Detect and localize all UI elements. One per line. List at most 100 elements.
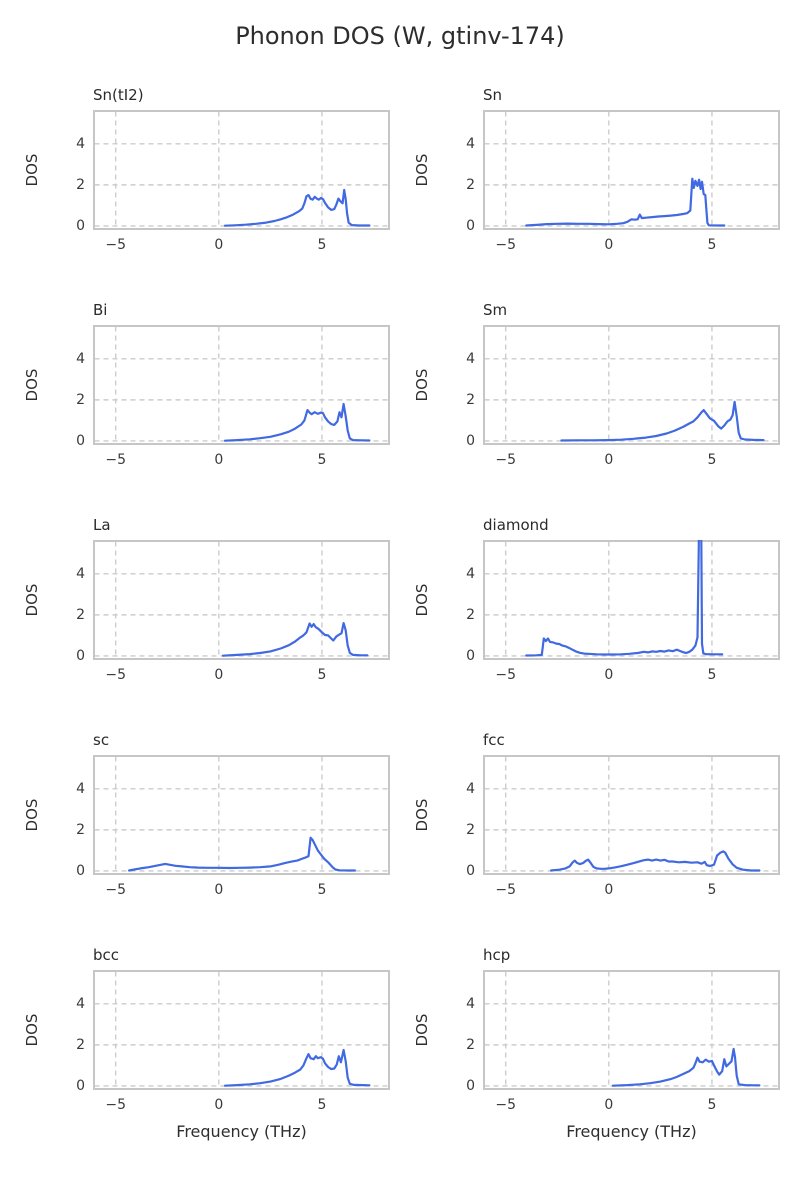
y-tick-label: 2 bbox=[76, 1036, 85, 1053]
x-tick-label: 5 bbox=[707, 1097, 717, 1113]
x-tick-label: 0 bbox=[214, 237, 224, 253]
plot-background bbox=[483, 325, 780, 445]
plot-canvas bbox=[93, 325, 390, 445]
plot-row: sc DOS 0 2 4 −5 0 5 fcc DOS 0 2 4 −5 0 5 bbox=[0, 731, 800, 903]
y-axis-label: DOS bbox=[408, 970, 436, 1090]
dos-curve bbox=[127, 836, 356, 872]
plot-border bbox=[483, 540, 780, 660]
subplot-title: bcc bbox=[93, 946, 120, 964]
y-axis-label-text: DOS bbox=[413, 583, 431, 617]
y-axis-label: DOS bbox=[408, 540, 436, 660]
subplot-title: Bi bbox=[93, 301, 108, 319]
y-axis-label: DOS bbox=[18, 540, 46, 660]
x-tick-label: 0 bbox=[604, 882, 614, 898]
x-tick-labels: −5 0 5 bbox=[93, 875, 390, 903]
y-tick-label: 0 bbox=[76, 432, 85, 449]
y-axis-label-text: DOS bbox=[413, 1013, 431, 1047]
y-tick-label: 0 bbox=[466, 862, 475, 879]
plot-canvas bbox=[483, 970, 780, 1090]
y-axis-label-text: DOS bbox=[23, 583, 41, 617]
plot-background bbox=[93, 325, 390, 445]
plot-border bbox=[93, 110, 390, 230]
y-axis-label: DOS bbox=[18, 755, 46, 875]
x-tick-label: 5 bbox=[707, 882, 717, 898]
plot-canvas bbox=[483, 540, 780, 660]
plot-border bbox=[483, 970, 780, 1090]
y-tick-label: 2 bbox=[76, 176, 85, 193]
subplot-body: DOS 0 2 4 bbox=[18, 110, 393, 234]
subplot-body: DOS 0 2 4 bbox=[408, 325, 783, 449]
y-tick-label: 4 bbox=[76, 350, 85, 367]
plot-border bbox=[483, 110, 780, 230]
y-tick-label: 2 bbox=[466, 391, 475, 408]
y-axis-label-text: DOS bbox=[413, 368, 431, 402]
x-tick-label: −5 bbox=[105, 667, 126, 683]
plot-border bbox=[93, 540, 390, 660]
x-tick-label: 0 bbox=[214, 1097, 224, 1113]
dos-curve bbox=[525, 540, 724, 657]
y-tick-labels: 0 2 4 bbox=[46, 540, 93, 664]
plot-canvas bbox=[93, 110, 390, 230]
plot-background bbox=[93, 540, 390, 660]
plot-border bbox=[93, 970, 390, 1090]
y-tick-labels: 0 2 4 bbox=[436, 970, 483, 1094]
subplot-sm: Sm DOS 0 2 4 −5 0 5 bbox=[408, 301, 783, 473]
dos-curve bbox=[223, 188, 371, 227]
x-tick-label: −5 bbox=[495, 667, 516, 683]
y-axis-label: DOS bbox=[408, 325, 436, 445]
plot-border bbox=[93, 325, 390, 445]
plot-row: La DOS 0 2 4 −5 0 5 diamond DOS 0 2 4 −5 0 5 bbox=[0, 516, 800, 688]
x-tick-labels: −5 0 5 bbox=[483, 660, 780, 688]
x-tick-labels: −5 0 5 bbox=[93, 1090, 390, 1118]
x-tick-label: −5 bbox=[495, 882, 516, 898]
plot-background bbox=[483, 755, 780, 875]
y-tick-label: 4 bbox=[466, 995, 475, 1012]
subplot-body: DOS 0 2 4 bbox=[18, 325, 393, 449]
x-tick-label: 5 bbox=[317, 667, 327, 683]
x-tick-label: 0 bbox=[214, 882, 224, 898]
plot-row: bcc DOS 0 2 4 −5 0 5 Frequency (THz) hcp DOS 0 2 4 −5 0… bbox=[0, 946, 800, 1141]
plot-background bbox=[483, 970, 780, 1090]
x-tick-label: 5 bbox=[317, 1097, 327, 1113]
dos-curve bbox=[560, 400, 765, 442]
x-tick-label: 5 bbox=[707, 452, 717, 468]
dos-curve bbox=[525, 177, 726, 227]
y-axis-label: DOS bbox=[18, 110, 46, 230]
y-tick-labels: 0 2 4 bbox=[436, 110, 483, 234]
y-tick-label: 2 bbox=[76, 821, 85, 838]
plot-border bbox=[483, 325, 780, 445]
x-tick-label: −5 bbox=[495, 1097, 516, 1113]
x-tick-label: 5 bbox=[707, 667, 717, 683]
y-axis-label-text: DOS bbox=[23, 153, 41, 187]
y-tick-label: 4 bbox=[466, 565, 475, 582]
x-tick-label: −5 bbox=[495, 237, 516, 253]
subplot-title: Sn bbox=[483, 86, 503, 104]
x-tick-label: −5 bbox=[495, 452, 516, 468]
x-tick-labels: −5 0 5 bbox=[483, 875, 780, 903]
subplot-title: hcp bbox=[483, 946, 511, 964]
y-axis-label: DOS bbox=[408, 110, 436, 230]
x-tick-label: −5 bbox=[105, 237, 126, 253]
x-tick-labels: −5 0 5 bbox=[483, 445, 780, 473]
y-axis-label-text: DOS bbox=[413, 153, 431, 187]
y-axis-label: DOS bbox=[18, 970, 46, 1090]
plots-grid: Sn(tI2) DOS 0 2 4 −5 0 5 Sn DOS 0 2 4 −5 0 5 Bi DOS 0 2 4 −5 0… bbox=[0, 86, 800, 1141]
x-tick-label: 0 bbox=[214, 667, 224, 683]
subplot-body: DOS 0 2 4 bbox=[18, 540, 393, 664]
x-tick-labels: −5 0 5 bbox=[483, 1090, 780, 1118]
x-tick-label: 0 bbox=[214, 452, 224, 468]
subplot-title: La bbox=[93, 516, 111, 534]
plot-background bbox=[93, 755, 390, 875]
subplot-la: La DOS 0 2 4 −5 0 5 bbox=[18, 516, 393, 688]
subplot-hcp: hcp DOS 0 2 4 −5 0 5 Frequency (THz) bbox=[408, 946, 783, 1141]
x-tick-labels: −5 0 5 bbox=[93, 230, 390, 258]
x-tick-label: −5 bbox=[105, 1097, 126, 1113]
figure-title: Phonon DOS (W, gtinv-174) bbox=[235, 22, 565, 50]
y-tick-label: 0 bbox=[76, 217, 85, 234]
x-axis-label: Frequency (THz) bbox=[176, 1122, 307, 1141]
y-axis-label: DOS bbox=[18, 325, 46, 445]
x-tick-labels: −5 0 5 bbox=[93, 660, 390, 688]
y-tick-label: 2 bbox=[76, 606, 85, 623]
subplot-fcc: fcc DOS 0 2 4 −5 0 5 bbox=[408, 731, 783, 903]
